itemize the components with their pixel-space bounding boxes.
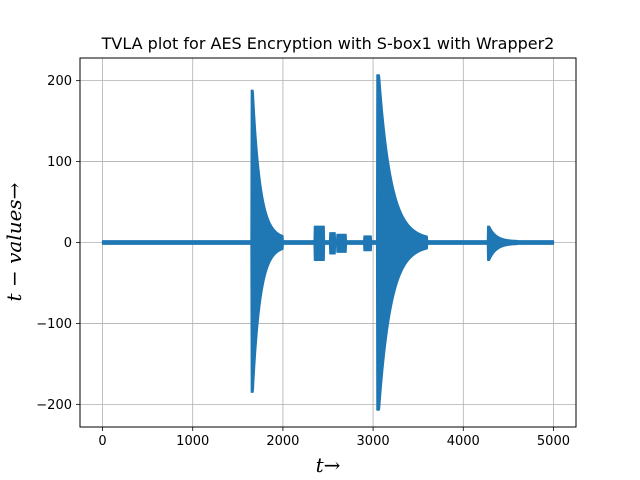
chart-title: TVLA plot for AES Encryption with S-box1… [101, 34, 555, 53]
x-tick-label: 2000 [266, 434, 299, 449]
x-axis-label: t→ [316, 453, 341, 477]
x-tick-label: 3000 [357, 434, 390, 449]
x-tick-label: 4000 [447, 434, 480, 449]
y-tick-label: 0 [64, 236, 72, 251]
y-tick-label: −100 [36, 317, 72, 332]
y-axis-label: t − values→ [2, 182, 26, 301]
x-tick-label: 1000 [176, 434, 209, 449]
y-tick-label: −200 [36, 398, 72, 413]
x-tick-label: 5000 [537, 434, 570, 449]
y-tick-label: 100 [47, 155, 72, 170]
tvla-trace [101, 74, 555, 411]
x-axis: 0 1000 2000 3000 4000 5000 [98, 427, 570, 449]
series-tvla [101, 74, 555, 411]
y-axis: −200 −100 0 100 200 [36, 74, 80, 413]
x-tick-label: 0 [98, 434, 106, 449]
y-tick-label: 200 [47, 74, 72, 89]
